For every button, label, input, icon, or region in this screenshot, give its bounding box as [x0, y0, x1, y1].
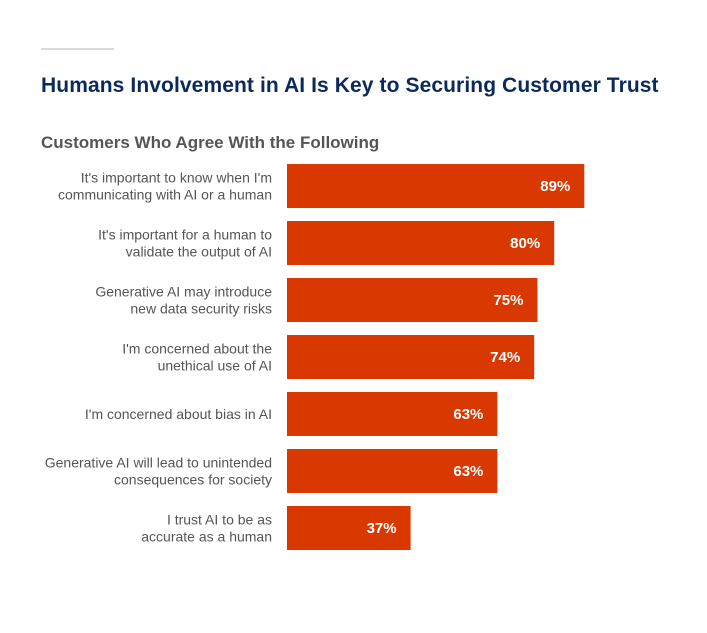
bar-6 [287, 449, 498, 493]
bar-value-label-1: 89% [540, 178, 570, 195]
bar-3 [287, 278, 538, 322]
category-label-2-line-2: validate the output of AI [126, 244, 272, 260]
bar-7 [287, 506, 411, 550]
bar-value-label-4: 74% [490, 349, 520, 366]
chart-subtitle: Customers Who Agree With the Following [41, 133, 380, 152]
category-label-1-line-1: It's important to know when I'm [81, 170, 272, 186]
category-label-3-line-1: Generative AI may introduce [95, 284, 272, 300]
bar-1 [287, 164, 585, 208]
category-label-5-line-1: I'm concerned about bias in AI [85, 406, 272, 422]
category-label-1-line-2: communicating with AI or a human [58, 187, 272, 203]
bar-4 [287, 335, 535, 379]
category-label-6-line-2: consequences for society [114, 472, 272, 488]
chart-title: Humans Involvement in AI Is Key to Secur… [41, 74, 659, 97]
category-label-4-line-1: I'm concerned about the [122, 341, 272, 357]
bar-value-label-7: 37% [367, 520, 397, 537]
bar-5 [287, 392, 498, 436]
decorative-rule [41, 48, 114, 50]
bar-value-label-3: 75% [493, 292, 523, 309]
bar-2 [287, 221, 555, 265]
bar-value-label-6: 63% [453, 463, 483, 480]
category-label-6-line-1: Generative AI will lead to unintended [45, 455, 272, 471]
category-label-7-line-1: I trust AI to be as [167, 512, 272, 528]
category-label-3-line-2: new data security risks [130, 301, 272, 317]
category-label-4-line-2: unethical use of AI [158, 358, 272, 374]
category-label-2-line-1: It's important for a human to [98, 227, 272, 243]
category-label-7-line-2: accurate as a human [141, 529, 272, 545]
bar-value-label-5: 63% [453, 406, 483, 423]
bar-value-label-2: 80% [510, 235, 540, 252]
